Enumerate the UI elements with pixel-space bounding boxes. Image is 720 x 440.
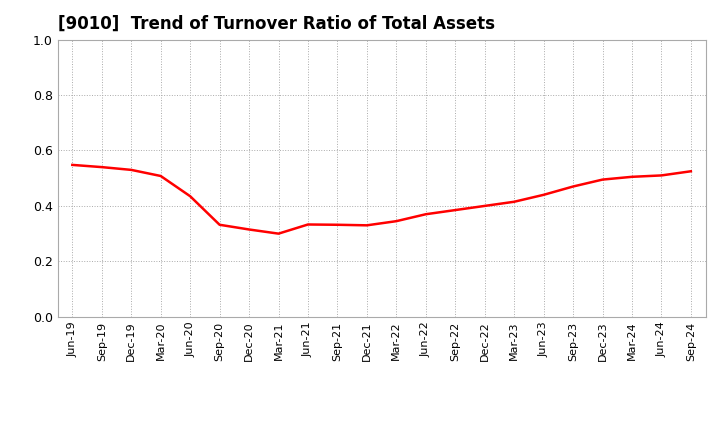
Text: [9010]  Trend of Turnover Ratio of Total Assets: [9010] Trend of Turnover Ratio of Total …	[58, 15, 495, 33]
